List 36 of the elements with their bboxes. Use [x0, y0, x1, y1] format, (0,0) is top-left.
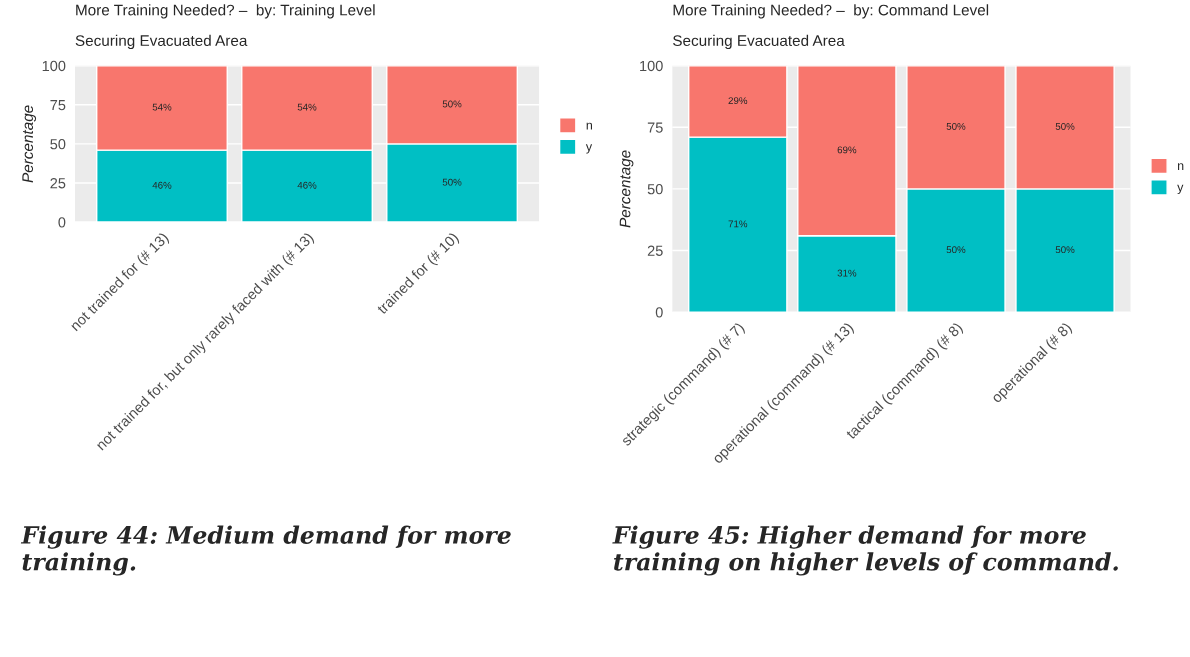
legend-label: n — [1177, 163, 1184, 170]
legend-label: n — [586, 122, 592, 130]
data-label: 50% — [1055, 123, 1075, 130]
caption: Figure 44: Medium demand for more training. — [20, 525, 511, 576]
y-tick-label: 75 — [647, 122, 663, 133]
y-axis-title: Percentage — [619, 150, 634, 228]
data-label: 46% — [152, 181, 172, 189]
y-tick-label: 0 — [655, 307, 663, 318]
chart-title: More Training Needed? – by: Training Level — [76, 4, 375, 19]
data-label: 31% — [837, 269, 857, 277]
y-tick-label: 50 — [647, 183, 663, 195]
data-label: 69% — [837, 146, 857, 154]
data-label: 54% — [297, 103, 317, 111]
data-label: 71% — [728, 220, 748, 228]
data-label: 50% — [946, 123, 966, 130]
data-label: 54% — [152, 103, 172, 111]
y-tick-label: 25 — [647, 245, 663, 256]
chart-title: More Training Needed? – by: Command Level — [673, 4, 989, 19]
data-label: 50% — [946, 246, 966, 254]
data-label: 50% — [442, 178, 462, 186]
y-tick-label: 50 — [50, 138, 66, 150]
legend-label: y — [585, 144, 593, 154]
y-tick-label: 0 — [58, 217, 66, 228]
chart-subtitle: Securing Evacuated Area — [75, 34, 248, 50]
caption: Figure 45: Higher demand for more training on higher levels of command. — [612, 525, 1118, 576]
chart-subtitle: Securing Evacuated Area — [673, 34, 845, 50]
data-label: 29% — [728, 97, 748, 105]
y-tick-label: 100 — [640, 60, 663, 72]
y-axis-title: Percentage — [22, 105, 37, 183]
y-tick-label: 100 — [42, 60, 66, 72]
data-label: 50% — [442, 100, 462, 108]
legend-label: y — [1177, 184, 1184, 195]
y-tick-label: 75 — [50, 100, 66, 111]
y-tick-label: 25 — [50, 178, 66, 189]
data-label: 50% — [1055, 246, 1075, 254]
data-label: 46% — [297, 181, 317, 189]
